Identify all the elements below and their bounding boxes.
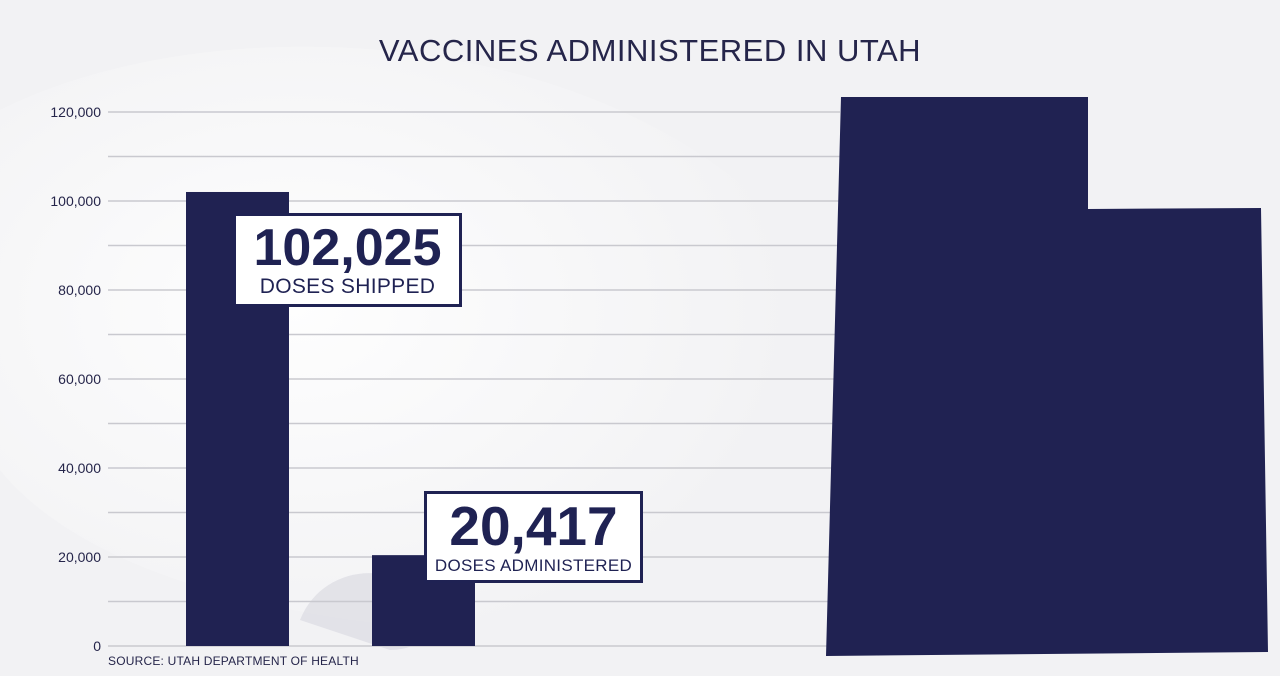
doses-administered-label: DOSES ADMINISTERED [434,556,633,575]
y-tick-label: 80,000 [58,282,101,298]
y-tick-label: 20,000 [58,549,101,565]
y-tick-label: 60,000 [58,371,101,387]
chart-title: VACCINES ADMINISTERED IN UTAH [378,33,922,68]
callout-doses-administered: 20,417 DOSES ADMINISTERED [424,491,643,583]
y-tick-label: 40,000 [58,460,101,476]
doses-shipped-value: 102,025 [253,219,442,277]
utah-state-shape [826,97,1268,656]
doses-shipped-label: DOSES SHIPPED [259,275,436,298]
y-tick-label: 120,000 [50,104,101,120]
doses-administered-value: 20,417 [449,495,618,557]
callout-doses-shipped: 102,025 DOSES SHIPPED [233,213,462,307]
y-tick-label: 100,000 [50,193,101,209]
source-note: SOURCE: UTAH DEPARTMENT OF HEALTH [108,654,359,668]
y-tick-label: 0 [93,638,101,654]
